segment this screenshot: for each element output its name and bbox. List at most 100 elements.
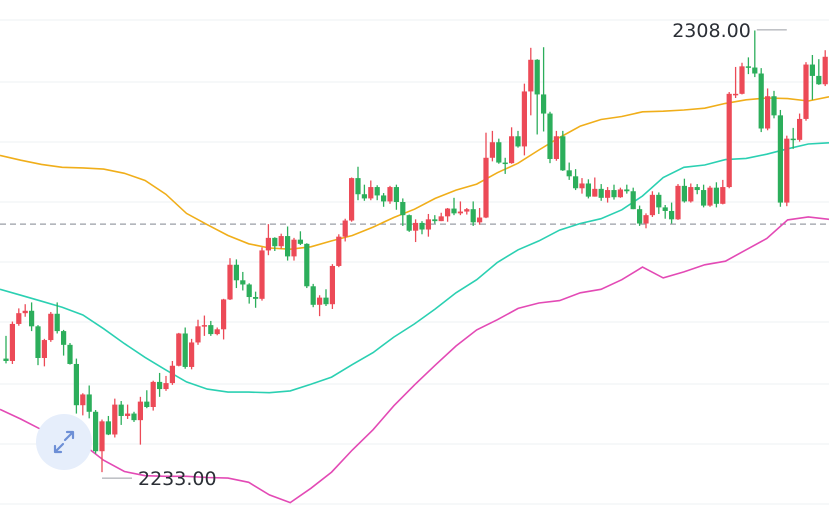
candle-body [515, 136, 521, 147]
candle [579, 178, 585, 194]
candle [323, 289, 329, 306]
candle-body [624, 189, 630, 192]
candle [355, 166, 361, 201]
candle [54, 302, 60, 334]
candle [771, 90, 777, 119]
candle-body [176, 333, 182, 366]
candle-body [777, 115, 783, 203]
candle [125, 404, 131, 419]
expand-diagonal-icon [53, 430, 75, 454]
candle [105, 415, 111, 436]
candle-body [240, 280, 246, 285]
candle-body [221, 299, 227, 330]
candle-body [304, 243, 310, 287]
candle-body [758, 73, 764, 129]
candle-body [605, 190, 611, 198]
candle [182, 327, 188, 369]
candle-body [361, 194, 367, 199]
candle-body [784, 138, 790, 203]
candle-body [771, 96, 777, 116]
low-price-label: 2233.00 [138, 468, 217, 490]
candle [457, 201, 463, 216]
candle-body [585, 183, 591, 197]
candle [400, 198, 406, 226]
candle [669, 202, 675, 224]
candle-body [809, 64, 815, 76]
candle-body [681, 185, 687, 202]
band-middle-line [0, 142, 829, 394]
candle [432, 215, 438, 224]
candle-body [790, 138, 796, 141]
candle [585, 179, 591, 199]
candle-body [368, 187, 374, 199]
candle [598, 184, 604, 201]
candle [329, 264, 335, 309]
candle [208, 320, 214, 336]
candle [272, 237, 278, 252]
candle-body [502, 162, 508, 165]
candle-body [745, 66, 751, 68]
candle [515, 130, 521, 148]
candle [765, 88, 771, 131]
candle-body [118, 404, 124, 416]
candle-body [291, 239, 297, 257]
candle [374, 185, 380, 201]
candle [35, 325, 41, 366]
candle [451, 197, 457, 216]
candle-body [649, 194, 655, 216]
candle-body [419, 222, 425, 230]
candle-body [182, 333, 188, 367]
candle-body [816, 75, 822, 85]
candle [707, 185, 713, 207]
candle-body [656, 194, 662, 208]
candle-body [822, 56, 828, 85]
candle-body [342, 220, 348, 237]
candle-body [208, 325, 214, 335]
candle-body [592, 188, 598, 197]
candle-body [329, 265, 335, 305]
candle [259, 247, 265, 301]
candle-body [739, 66, 745, 94]
candle-body [163, 383, 169, 390]
candle [464, 207, 470, 215]
candle [278, 233, 284, 249]
candle-body [553, 136, 559, 159]
candle [419, 221, 425, 235]
candle-body [765, 96, 771, 129]
candle-body [336, 236, 342, 266]
candle-body [400, 202, 406, 216]
candle [214, 327, 220, 336]
candle-body [80, 394, 86, 406]
candle [29, 302, 35, 332]
candle [240, 271, 246, 291]
candle [611, 184, 617, 200]
candle [157, 372, 163, 397]
candle [630, 187, 636, 210]
candle-body [643, 215, 649, 224]
candle-body [48, 313, 54, 341]
candle [22, 304, 28, 317]
candle [189, 338, 195, 370]
candle [701, 184, 707, 208]
candle-body [169, 365, 175, 384]
candle-body [803, 64, 809, 119]
candle [304, 243, 310, 289]
candle [368, 180, 374, 201]
candle [361, 184, 367, 201]
candle [592, 177, 598, 197]
candle [201, 315, 207, 336]
candle [477, 207, 483, 225]
expand-chart-button[interactable] [36, 414, 92, 470]
candle [502, 157, 508, 174]
candle [521, 83, 527, 156]
candle [483, 132, 489, 219]
candle [393, 184, 399, 210]
candle-body [566, 170, 572, 177]
candle [790, 127, 796, 149]
candle [118, 401, 124, 425]
candle-body [323, 297, 329, 305]
candle [227, 258, 233, 301]
candle-body [16, 313, 22, 324]
candle-body [733, 93, 739, 96]
candle [784, 135, 790, 207]
